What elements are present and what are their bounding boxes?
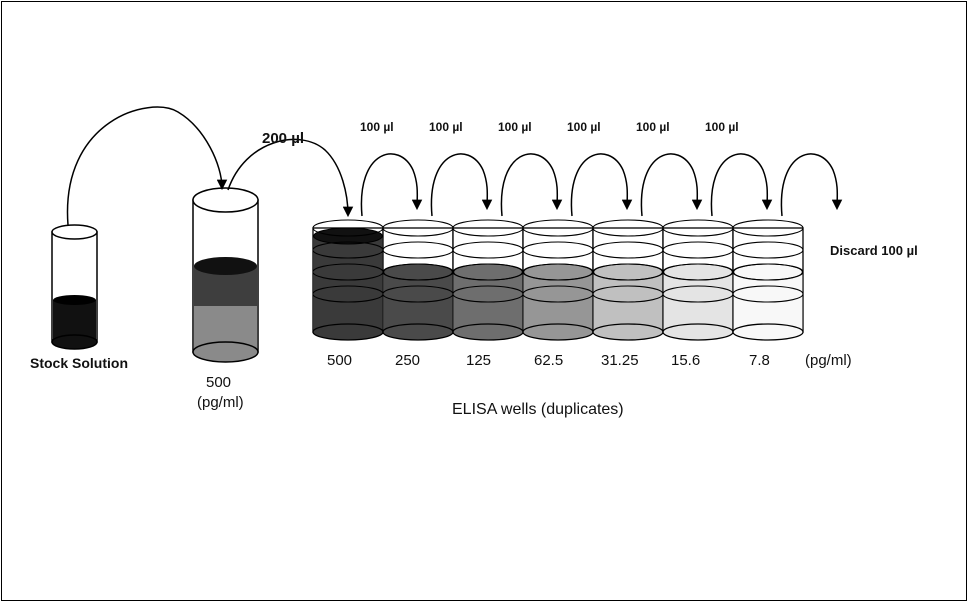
standard-tube [192,187,259,363]
stock-tube [51,224,98,350]
wells-caption: ELISA wells (duplicates) [452,401,624,418]
transfer-arrow [430,153,493,217]
stock-solution-label: Stock Solution [30,355,128,371]
transfer-arrows [360,153,843,217]
wells-unit: (pg/ml) [805,352,852,369]
well-concentration: 7.8 [749,352,770,369]
transfer-100-label: 100 µl [636,120,670,134]
well [592,219,664,341]
tube-concentration: 500 [206,374,231,391]
tube-concentration-unit: (pg/ml) [197,394,244,411]
elisa-wells [312,219,804,341]
transfer-arrow [710,153,773,217]
well-concentration: 62.5 [534,352,563,369]
well-concentration-labels: 500 250 125 62.5 31.25 15.6 7.8 [327,352,770,369]
well [452,219,524,341]
transfer-100-label: 100 µl [567,120,601,134]
transfer-100-label: 100 µl [705,120,739,134]
transfer-arrow [360,153,423,217]
transfer-200-label: 200 µl [262,130,304,147]
transfer-100-label: 100 µl [429,120,463,134]
transfer-100-label: 100 µl [498,120,532,134]
transfer-arrow [500,153,563,217]
well-concentration: 31.25 [601,352,639,369]
well-concentration: 125 [466,352,491,369]
well [732,219,804,341]
transfer-100-labels: 100 µl 100 µl 100 µl 100 µl 100 µl 100 µl [360,120,739,134]
transfer-arrow [570,153,633,217]
well-concentration: 15.6 [671,352,700,369]
well [662,219,734,341]
well [382,219,454,341]
arrow-stock-to-tube [66,106,228,226]
transfer-arrow [640,153,703,217]
arrow-tube-to-well [227,138,354,218]
discard-label: Discard 100 µl [830,243,918,258]
well [522,219,594,341]
transfer-arrow [780,153,843,217]
well-concentration: 500 [327,352,352,369]
transfer-100-label: 100 µl [360,120,394,134]
well-concentration: 250 [395,352,420,369]
well [312,219,384,341]
